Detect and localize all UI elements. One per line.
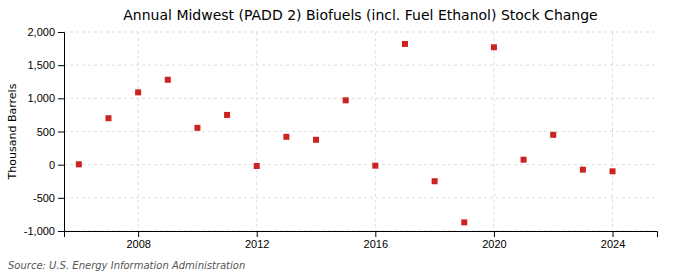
tick-label: 2020: [482, 238, 506, 250]
grid-line: [493, 32, 494, 231]
grid-line: [64, 197, 657, 198]
tick-label: 0: [49, 159, 55, 171]
point: [224, 112, 230, 118]
tick-mark: [257, 231, 258, 237]
grid-line: [612, 32, 613, 231]
tick: -500: [33, 192, 64, 204]
y-axis: -1,000 -500 0 500 1,000 1,500 2,000: [24, 26, 65, 237]
point: [521, 157, 527, 163]
tick-label: 2012: [245, 238, 269, 250]
grid-line: [256, 32, 257, 231]
tick-mark: [58, 98, 64, 99]
grid-line: [64, 131, 657, 132]
tick-label: -500: [33, 192, 55, 204]
point: [165, 77, 171, 83]
axis-line: [58, 33, 65, 232]
point: [313, 137, 319, 143]
tick-mark: [494, 231, 495, 237]
tick-mark: [58, 231, 64, 232]
tick-mark: [58, 32, 64, 33]
tick: 2,000: [27, 26, 64, 38]
tick-label: 2016: [364, 238, 388, 250]
tick: 2024: [601, 231, 625, 250]
point: [343, 97, 349, 103]
tick-mark: [58, 65, 64, 66]
grid-line: [64, 164, 657, 165]
tick-label: -1,000: [24, 225, 55, 237]
tick: 2016: [364, 231, 388, 250]
point: [194, 125, 200, 131]
tick-mark: [613, 231, 614, 237]
grid-line: [64, 98, 657, 99]
tick: 2020: [482, 231, 506, 250]
point: [580, 167, 586, 173]
point: [491, 44, 497, 50]
y-axis-title: Thousand Barrels: [6, 83, 19, 180]
tick: 1,000: [27, 92, 64, 104]
tick-mark: [58, 165, 64, 166]
grid-line: [64, 65, 657, 66]
x-axis: 2008 2012 2016 2020 2024: [65, 231, 658, 250]
source-note: Source: U.S. Energy Information Administ…: [8, 260, 245, 271]
tick-mark: [375, 231, 376, 237]
tick-mark: [58, 198, 64, 199]
tick-label: 1,500: [27, 59, 55, 71]
grid-line: [64, 32, 657, 33]
tick-label: 2,000: [27, 26, 55, 38]
chart: 2008 2012 2016 2020 2024 -1,000 -500 0 500 1,000 1…: [0, 0, 675, 275]
grid-line: [375, 32, 376, 231]
points: [76, 41, 616, 225]
tick-label: 2008: [126, 238, 150, 250]
grid-line: [138, 32, 139, 231]
tick-label: 1,000: [27, 92, 55, 104]
tick: 2012: [245, 231, 269, 250]
tick: 1,500: [27, 59, 64, 71]
tick-label: 2024: [601, 238, 625, 250]
tick: 0: [49, 159, 64, 171]
tick-mark: [58, 132, 64, 133]
tick-mark: [138, 231, 139, 237]
point: [254, 163, 260, 169]
point: [105, 115, 111, 121]
point: [550, 132, 556, 138]
grid: [64, 32, 657, 231]
point: [402, 41, 408, 47]
point: [610, 168, 616, 174]
point: [372, 163, 378, 169]
axis-line: [65, 232, 658, 238]
plot-area: 2008 2012 2016 2020 2024 -1,000 -500 0 500 1,000 1…: [24, 26, 658, 250]
tick: -1,000: [24, 225, 64, 237]
tick: 2008: [126, 231, 150, 250]
point: [135, 89, 141, 95]
point: [461, 219, 467, 225]
tick-label: 500: [37, 126, 55, 138]
point: [432, 178, 438, 184]
tick: 500: [37, 126, 64, 138]
point: [283, 134, 289, 140]
title: Annual Midwest (PADD 2) Biofuels (incl. …: [123, 7, 597, 23]
point: [76, 161, 82, 167]
